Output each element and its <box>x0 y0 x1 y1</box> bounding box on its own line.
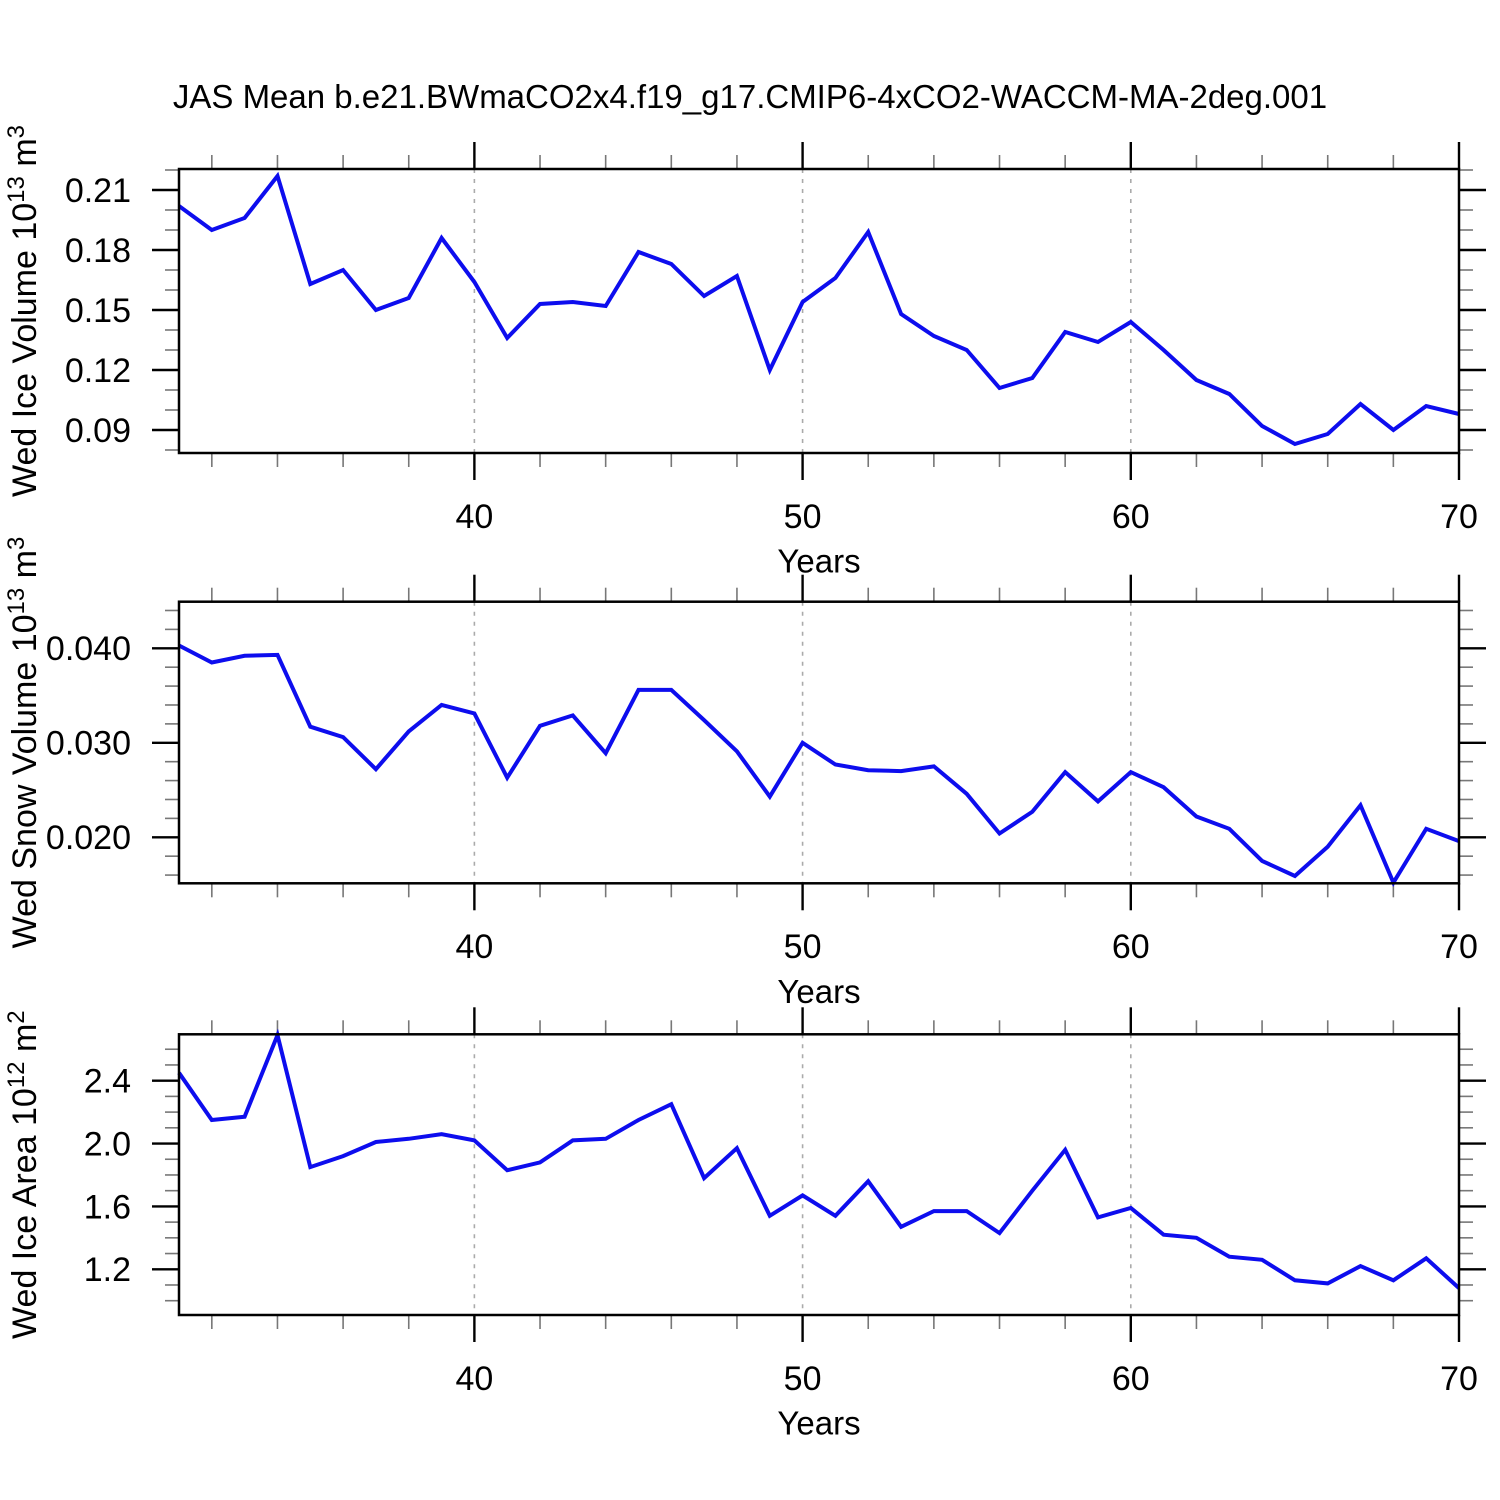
x-axis-label: Years <box>777 543 860 580</box>
x-tick-label: 40 <box>455 928 493 966</box>
panel-ice-area: 1.2 1.6 2.0 2.4 40 50 60 70 Years Wed Ice Area 10… <box>3 1007 1486 1442</box>
x-tick-label: 70 <box>1440 498 1478 536</box>
panel-frame <box>177 600 1461 885</box>
y-axis-label: Wed Snow Volume 1013 m3 <box>3 537 44 949</box>
x-tick-label: 60 <box>1112 1360 1150 1398</box>
panel-snow-volume: 0.020 0.030 0.040 40 50 60 70 Years Wed Snow Vol… <box>3 537 1486 1010</box>
x-tick-label: 60 <box>1112 498 1150 536</box>
y-axis-label: Wed Ice Area 1012 m2 <box>3 1010 44 1339</box>
y-axis-label-part: 12 <box>3 1061 30 1088</box>
data-line-snow-volume <box>178 643 1460 887</box>
data-line-ice-area <box>177 1028 1461 1290</box>
y-tick-label: 0.020 <box>46 819 131 857</box>
x-axis-label: Years <box>777 1405 860 1442</box>
panel-ice-volume: 0.09 0.12 0.15 0.18 0.21 40 50 60 70 Years Wed Ice… <box>3 125 1486 580</box>
y-axis-label-part: 13 <box>3 588 30 615</box>
y-axis-label-part: 13 <box>3 176 30 203</box>
chart-title: JAS Mean b.e21.BWmaCO2x4.f19_g17.CMIP6-4… <box>172 78 1328 115</box>
x-axis-label: Years <box>777 973 860 1010</box>
y-axis-label-part: m <box>6 138 44 176</box>
y-axis-label-part: 3 <box>3 537 30 550</box>
y-tick-label: 1.6 <box>84 1188 131 1226</box>
y-axis-label-part: m <box>6 1024 44 1062</box>
y-tick-label: 0.12 <box>65 352 131 390</box>
x-tick-label: 70 <box>1440 928 1478 966</box>
y-tick-label: 2.4 <box>84 1063 131 1101</box>
y-axis-label-part: 3 <box>3 125 30 138</box>
y-tick-label: 0.040 <box>46 630 131 668</box>
y-tick-label: 2.0 <box>84 1125 131 1163</box>
y-tick-label: 1.2 <box>84 1251 131 1289</box>
y-tick-label: 0.030 <box>46 725 131 763</box>
x-tick-label: 50 <box>784 1360 822 1398</box>
y-axis-label-part: Wed Ice Volume 10 <box>6 203 44 497</box>
y-tick-label: 0.09 <box>65 412 131 450</box>
y-axis-label-part: Wed Snow Volume 10 <box>6 614 44 948</box>
x-tick-label: 50 <box>784 928 822 966</box>
x-tick-label: 60 <box>1112 928 1150 966</box>
x-tick-label: 40 <box>455 1360 493 1398</box>
y-axis-label: Wed Ice Volume 1013 m3 <box>3 125 44 497</box>
y-axis-label-part: Wed Ice Area 10 <box>6 1088 44 1339</box>
y-axis-label-part: m <box>6 550 44 588</box>
data-line-ice-volume <box>177 171 1460 447</box>
y-tick-label: 0.15 <box>65 292 131 330</box>
y-tick-label: 0.21 <box>65 172 131 210</box>
x-tick-label: 50 <box>784 498 822 536</box>
panel-frame <box>177 1033 1461 1317</box>
panel-frame <box>177 167 1461 455</box>
x-tick-label: 40 <box>455 498 493 536</box>
y-axis-label-part: 2 <box>3 1010 30 1023</box>
x-tick-label: 70 <box>1440 1360 1478 1398</box>
y-tick-label: 0.18 <box>65 232 131 270</box>
